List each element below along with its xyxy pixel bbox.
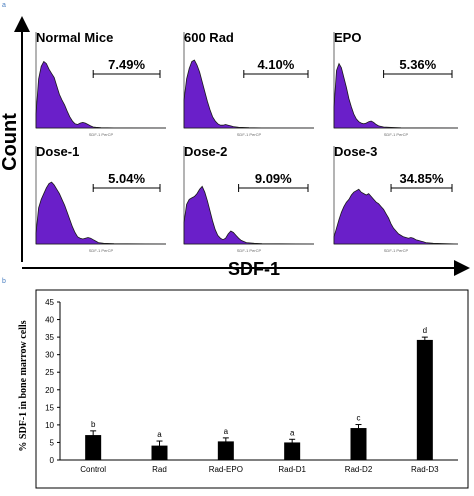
significance-letter: b [91, 420, 96, 429]
gate-percent-label: 4.10% [257, 57, 294, 72]
histogram-area [333, 188, 459, 245]
histogram-area [183, 185, 315, 245]
x-category-label: Rad-D1 [278, 465, 306, 474]
significance-letter: a [224, 427, 229, 436]
histogram-panel-3: EPO 5.36% SDF-1 PerCP [333, 30, 459, 137]
histogram-panel-4: Dose-1 5.04% SDF-1 PerCP [35, 144, 167, 253]
panel-axis-label: SDF-1 PerCP [237, 248, 262, 253]
bar [85, 435, 102, 460]
y-tick-label: 40 [45, 316, 54, 325]
bar [416, 339, 433, 460]
bar [350, 428, 367, 460]
y-tick-label: 10 [45, 421, 54, 430]
panel-title: Dose-2 [184, 144, 227, 159]
panel-title: Normal Mice [36, 30, 113, 45]
panel-b-letter: b [2, 278, 6, 285]
y-tick-label: 20 [45, 386, 54, 395]
panel-axis-label: SDF-1 PerCP [384, 132, 409, 137]
sdf1-bar-chart: % SDF-1 in bone marrow cells 0 5 10 15 20 25 3… [18, 289, 469, 489]
x-category-label: Rad [152, 465, 167, 474]
gate-percent-label: 9.09% [255, 171, 292, 186]
panel-title: Dose-1 [36, 144, 79, 159]
y-tick-label: 45 [45, 298, 54, 307]
histogram-panel-2: 600 Rad 4.10% SDF-1 PerCP [183, 30, 315, 137]
y-tick-label: 25 [45, 368, 54, 377]
panel-axis-label: SDF-1 PerCP [384, 248, 409, 253]
panel-axis-label: SDF-1 PerCP [89, 248, 114, 253]
significance-letter: a [157, 430, 162, 439]
panel-axis-label: SDF-1 PerCP [237, 132, 262, 137]
gate-percent-label: 5.36% [399, 57, 436, 72]
gate-percent-label: 34.85% [399, 171, 444, 186]
histogram-area [183, 59, 315, 129]
panel-title: Dose-3 [334, 144, 377, 159]
histogram-area [35, 60, 167, 129]
bar [151, 445, 168, 460]
x-category-label: Rad-D3 [411, 465, 439, 474]
count-axis-label: Count [0, 113, 21, 171]
y-tick-label: 15 [45, 403, 54, 412]
x-category-label: Rad-D2 [345, 465, 373, 474]
histogram-panel-1: Normal Mice 7.49% SDF-1 PerCP [35, 30, 167, 137]
significance-letter: c [357, 414, 361, 423]
gate-percent-label: 7.49% [108, 57, 145, 72]
panel-a-letter: a [2, 2, 6, 9]
histogram-area [333, 62, 459, 129]
x-category-label: Control [80, 465, 106, 474]
histogram-panel-6: Dose-3 34.85% SDF-1 PerCP [333, 144, 459, 253]
bar [284, 442, 301, 460]
y-tick-label: 35 [45, 333, 54, 342]
x-category-label: Rad-EPO [209, 465, 243, 474]
gate-percent-label: 5.04% [108, 171, 145, 186]
bar-chart-frame [35, 289, 469, 489]
histogram-area [35, 181, 167, 245]
y-tick-label: 30 [45, 351, 54, 360]
significance-letter: a [290, 428, 295, 437]
y-tick-label: 5 [50, 438, 55, 447]
y-tick-label: 0 [50, 456, 55, 465]
histogram-panel-5: Dose-2 9.09% SDF-1 PerCP [183, 144, 315, 253]
bar-y-axis-label: % SDF-1 in bone marrow cells [18, 320, 29, 451]
panel-title: EPO [334, 30, 361, 45]
bar [217, 441, 234, 460]
panel-title: 600 Rad [184, 30, 234, 45]
panel-axis-label: SDF-1 PerCP [89, 132, 114, 137]
sdf1-axis-label: SDF-1 [228, 259, 280, 276]
significance-letter: d [423, 326, 427, 335]
